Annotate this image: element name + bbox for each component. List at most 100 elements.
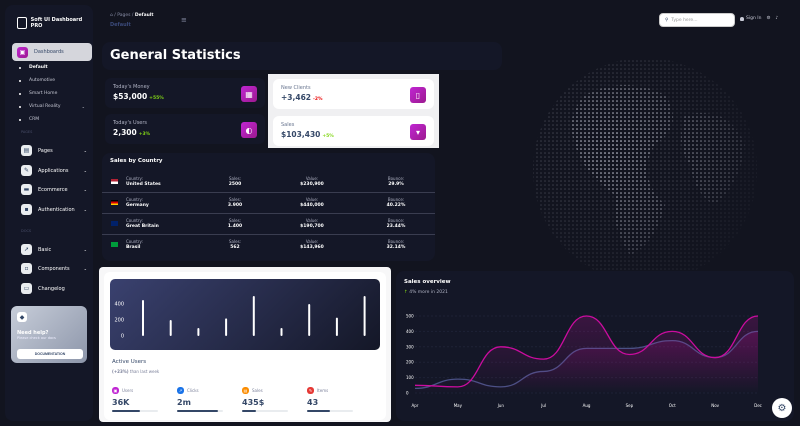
y-tick-label: 300 — [406, 344, 414, 349]
stat-change: +3% — [138, 132, 151, 137]
bar — [335, 317, 338, 336]
x-tick-label: Sep — [626, 403, 634, 408]
metric-value: 36K — [112, 398, 130, 407]
value-cell: Value: $230,900 — [300, 176, 324, 187]
sidebar-subitem-smart-home[interactable]: Smart Home — [19, 91, 85, 96]
sidebar-item-authentication[interactable]: ▪ Authentication ⌄ — [21, 204, 87, 215]
stat-card-users: Today's Users 2,300 +3% ◐ — [105, 114, 265, 144]
globe-icon: ◐ — [241, 122, 257, 138]
table-row: Country: United States Sales: 2500 Value: $… — [102, 172, 435, 193]
sales-cell: Sales: 2500 — [228, 176, 242, 187]
page-title: General Statistics — [110, 48, 241, 63]
table-row: Country: Great Britain Sales: 1.400 Value:… — [102, 214, 435, 235]
stat-change: -2% — [313, 97, 323, 102]
sidebar-item-pages[interactable]: ▤ Pages ⌄ — [21, 145, 87, 156]
stat-value: $53,000 — [113, 92, 148, 101]
metric-sales: ▤ Sales 435$ — [242, 387, 302, 412]
label: Ecommerce — [38, 186, 68, 193]
metric-icon: ↗ — [177, 387, 184, 394]
sales-cell: Sales: 1.400 — [227, 218, 243, 229]
sidebar-item-components[interactable]: ▫ Components ⌄ — [21, 263, 87, 274]
user-icon — [740, 16, 744, 21]
settings-gear-button[interactable]: ⚙ — [772, 398, 792, 418]
x-tick-label: Nov — [711, 403, 719, 408]
title-card: General Statistics — [102, 42, 502, 70]
sales-overview-card: Sales overview ↑ 4% more in 2021 500 400 3… — [396, 271, 794, 421]
label: Authentication — [38, 206, 75, 213]
sidebar-item-ecommerce[interactable]: ▬ Ecommerce ⌄ — [21, 184, 87, 195]
metric-icon: ▣ — [112, 387, 119, 394]
breadcrumb-pages[interactable]: Pages — [117, 13, 131, 18]
bar — [225, 318, 228, 336]
y-tick-label: 0 — [406, 391, 409, 396]
metric-label: Sales — [252, 388, 263, 393]
gear-icon[interactable]: ⚙ — [766, 16, 771, 21]
metric-label: Items — [317, 388, 329, 393]
documentation-button[interactable]: DOCUMENTATION — [17, 349, 83, 359]
y-tick-label: 0 — [121, 334, 124, 340]
cart-icon: ▾ — [410, 124, 426, 140]
metric-progress — [177, 410, 223, 412]
search-icon: ⚲ — [665, 17, 669, 23]
sidebar-subitem-virtual-reality[interactable]: Virtual Reality ⌄ — [19, 104, 85, 109]
card-subtitle: 4% more in 2021 — [409, 290, 448, 295]
lock-icon: ▪ — [21, 204, 32, 215]
sidebar-item-changelog[interactable]: ▭ Changelog — [21, 283, 87, 294]
stat-card-sales: Sales $103,430 +5% ▾ — [273, 116, 434, 146]
stat-value: 2,300 — [113, 128, 137, 137]
country-cell: Country: Great Britain — [126, 218, 159, 229]
diamond-icon: ◆ — [17, 312, 27, 322]
bar — [280, 328, 283, 336]
sidebar-item-dashboards[interactable]: ▣ Dashboards — [12, 43, 92, 61]
brand[interactable]: Soft UI Dashboard PRO — [17, 17, 93, 29]
label: Default — [29, 65, 48, 70]
sidebar-subitem-crm[interactable]: CRM — [19, 117, 85, 122]
chevron-down-icon: ⌄ — [83, 266, 87, 271]
chevron-down-icon: ⌄ — [83, 187, 87, 192]
stat-change: +55% — [149, 96, 164, 101]
sidebar-subitem-automotive[interactable]: Automotive — [19, 78, 85, 83]
stat-value: +3,462 — [281, 93, 312, 102]
image-icon: ▤ — [21, 145, 32, 156]
bounce-cell: Bounce: 32.14% — [386, 239, 406, 250]
x-tick-label: Jun — [497, 403, 505, 408]
arrow-up-icon: ↑ — [404, 290, 408, 295]
metric-items: ✎ Items 43 — [307, 387, 367, 412]
sidebar-item-basic[interactable]: ➚ Basic ⌄ — [21, 244, 87, 255]
y-tick-label: 200 — [114, 318, 124, 324]
metric-value: 2m — [177, 398, 191, 407]
table-row: Country: Germany Sales: 3.900 Value: $440,0… — [102, 193, 435, 214]
tools-icon: ✎ — [21, 165, 32, 176]
y-tick-label: 400 — [114, 302, 124, 308]
home-icon[interactable]: ⌂ — [110, 13, 113, 18]
label: Smart Home — [29, 91, 58, 96]
flag-icon-gb — [111, 221, 118, 226]
sidebar-item-applications[interactable]: ✎ Applications ⌄ — [21, 165, 87, 176]
bell-icon[interactable]: ♪ — [775, 16, 779, 21]
breadcrumb-title: Default — [110, 22, 131, 28]
x-tick-label: Jul — [540, 403, 546, 408]
bar — [252, 296, 255, 336]
sign-in-link[interactable]: Sign In — [740, 16, 761, 21]
metric-icon: ▤ — [242, 387, 249, 394]
sidebar-subitem-default[interactable]: Default — [19, 65, 85, 70]
y-tick-label: 200 — [406, 360, 414, 365]
breadcrumb-current: Default — [134, 13, 154, 18]
metric-label: Users — [122, 388, 134, 393]
bounce-cell: Bounce: 23.44% — [386, 218, 406, 229]
stat-card-clients: New Clients +3,462 -2% ▯ — [273, 79, 434, 109]
metric-value: 43 — [307, 398, 319, 407]
rocket-icon: ➚ — [21, 244, 32, 255]
x-tick-label: Aug — [583, 403, 591, 408]
sales-by-country-card: Sales by Country Country: United States S… — [102, 153, 435, 261]
menu-icon[interactable]: ≡ — [181, 16, 187, 24]
y-tick-label: 500 — [406, 314, 414, 319]
label: Virtual Reality — [29, 104, 61, 109]
value-cell: Value: $440,000 — [300, 197, 324, 208]
stat-card-money: Today's Money $53,000 +55% ▦ — [105, 78, 265, 108]
chevron-down-icon: ⌄ — [83, 168, 87, 173]
country-cell: Country: Germany — [126, 197, 149, 208]
search-input[interactable]: ⚲ Type here... — [659, 13, 735, 27]
credit-card-icon: ▭ — [21, 283, 32, 294]
x-tick-label: Apr — [412, 403, 419, 408]
